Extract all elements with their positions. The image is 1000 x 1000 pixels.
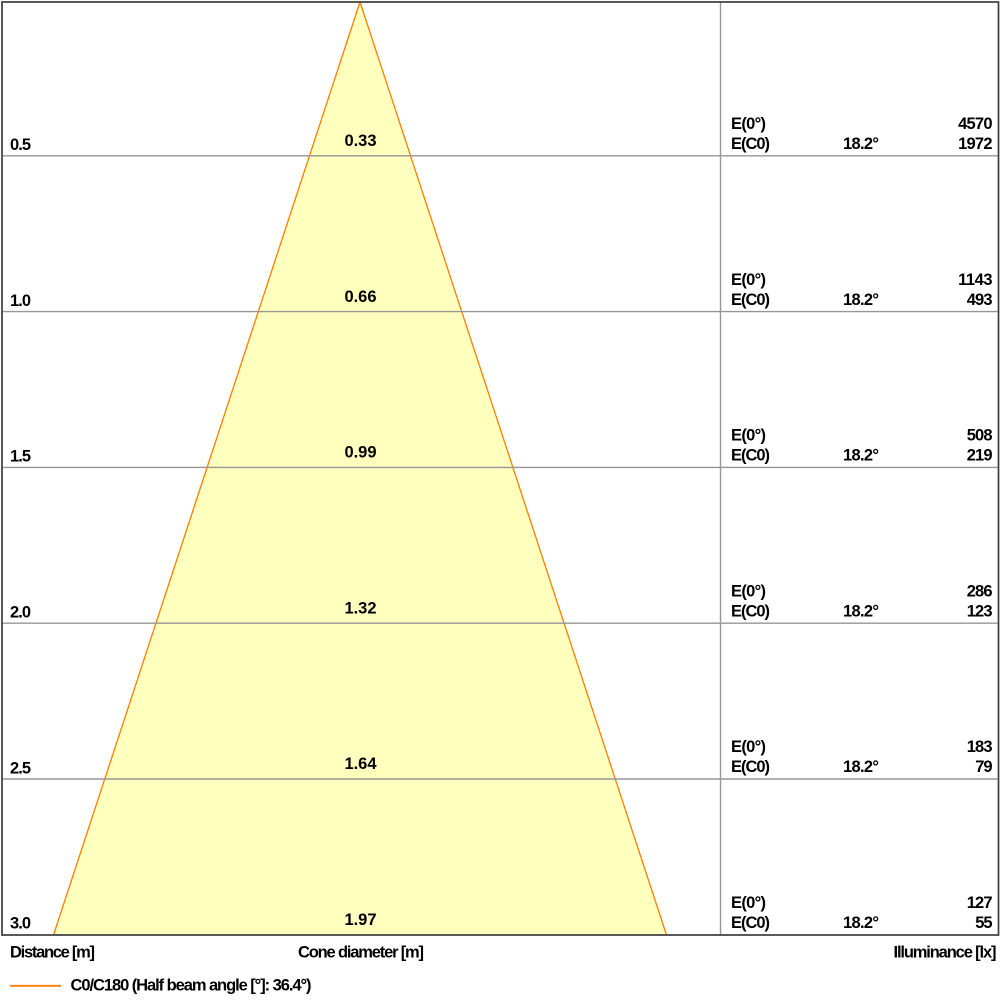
svg-text:0.33: 0.33 (345, 132, 377, 150)
svg-text:18.2°: 18.2° (843, 914, 879, 932)
svg-text:55: 55 (975, 914, 992, 932)
svg-text:0.99: 0.99 (345, 444, 377, 462)
svg-text:1.97: 1.97 (345, 911, 377, 929)
svg-text:E(0°): E(0°) (731, 582, 766, 600)
svg-text:286: 286 (967, 582, 993, 600)
svg-text:1972: 1972 (958, 135, 992, 153)
svg-text:1.64: 1.64 (345, 755, 378, 773)
svg-text:127: 127 (967, 894, 993, 912)
svg-text:E(0°): E(0°) (731, 427, 766, 445)
svg-text:18.2°: 18.2° (843, 602, 879, 620)
svg-text:4570: 4570 (958, 115, 992, 133)
svg-text:Cone diameter [m]: Cone diameter [m] (298, 944, 424, 962)
svg-text:2.0: 2.0 (10, 604, 31, 622)
svg-text:183: 183 (967, 738, 993, 756)
svg-text:2.5: 2.5 (10, 759, 31, 777)
svg-text:0.66: 0.66 (345, 288, 377, 306)
svg-text:C0/C180 (Half beam angle [°]:: C0/C180 (Half beam angle [°]: 36.4°) (71, 977, 312, 995)
svg-text:123: 123 (967, 602, 993, 620)
svg-text:E(0°): E(0°) (731, 738, 766, 756)
svg-text:18.2°: 18.2° (843, 447, 879, 465)
svg-text:E(C0): E(C0) (731, 291, 770, 309)
svg-text:219: 219 (967, 447, 993, 465)
svg-text:Distance [m]: Distance [m] (10, 944, 95, 962)
svg-text:493: 493 (967, 291, 993, 309)
svg-text:E(0°): E(0°) (731, 115, 766, 133)
svg-text:Illuminance [lx]: Illuminance [lx] (894, 944, 997, 962)
svg-text:E(C0): E(C0) (731, 447, 770, 465)
svg-text:1143: 1143 (958, 271, 992, 289)
svg-text:0.5: 0.5 (10, 136, 31, 154)
svg-text:3.0: 3.0 (10, 915, 31, 933)
svg-text:E(C0): E(C0) (731, 135, 770, 153)
svg-text:E(0°): E(0°) (731, 271, 766, 289)
svg-text:1.32: 1.32 (345, 599, 377, 617)
svg-text:79: 79 (975, 758, 992, 776)
svg-text:E(0°): E(0°) (731, 894, 766, 912)
svg-text:508: 508 (967, 427, 993, 445)
svg-text:E(C0): E(C0) (731, 758, 770, 776)
svg-text:E(C0): E(C0) (731, 602, 770, 620)
svg-text:1.5: 1.5 (10, 448, 31, 466)
svg-text:1.0: 1.0 (10, 292, 31, 310)
svg-text:E(C0): E(C0) (731, 914, 770, 932)
svg-text:18.2°: 18.2° (843, 135, 879, 153)
svg-text:18.2°: 18.2° (843, 758, 879, 776)
svg-text:18.2°: 18.2° (843, 291, 879, 309)
